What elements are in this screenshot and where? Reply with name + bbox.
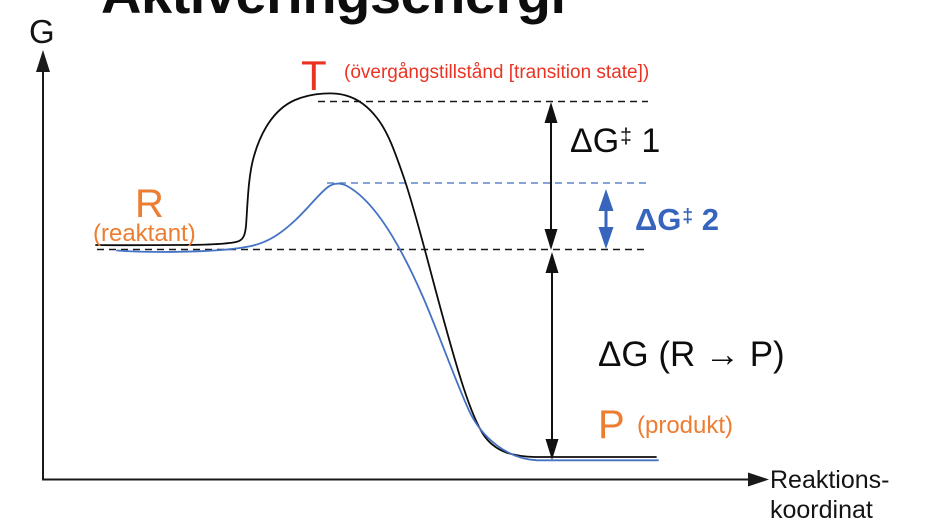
dgrp-arrowhead-down-icon	[545, 439, 559, 460]
dg2-annotation: ΔG‡ 2	[635, 204, 719, 235]
slide-title: Aktiveringsenergi	[101, 0, 566, 22]
double-dagger-icon: ‡	[682, 205, 694, 227]
dg1-number: 1	[631, 122, 661, 160]
x-axis-arrowhead-icon	[748, 472, 769, 487]
dg2-text: ΔG	[635, 202, 682, 237]
dg1-annotation: ΔG‡ 1	[570, 124, 660, 158]
x-axis-label-line2: koordinat	[770, 495, 873, 524]
dg1-text: ΔG	[570, 122, 620, 160]
dg1-arrowhead-up-icon	[544, 102, 558, 123]
dg2-number: 2	[693, 202, 719, 237]
dg2-arrowhead-down-icon	[598, 227, 614, 249]
reactant-description: (reaktant)	[93, 220, 196, 247]
transition-state-symbol: T	[301, 52, 327, 99]
transition-state-description: (övergångstillstånd [transition state])	[344, 62, 650, 83]
energy-curve-blue	[116, 182, 659, 462]
y-axis-arrowhead-icon	[36, 50, 50, 72]
product-description: (produkt)	[637, 412, 734, 439]
product-symbol: P	[598, 403, 625, 447]
double-dagger-icon: ‡	[620, 125, 632, 149]
dgrp-annotation: ΔG (R → P)	[598, 335, 785, 374]
x-axis-label: Reaktions- koordinat	[770, 466, 890, 524]
x-axis-label-line1: Reaktions-	[770, 466, 890, 494]
y-axis-label: G	[29, 13, 55, 50]
energy-curve-black	[95, 92, 657, 458]
dg2-arrowhead-up-icon	[598, 189, 614, 211]
reactant-symbol: R	[135, 182, 164, 226]
dgrp-arrowhead-up-icon	[545, 252, 559, 273]
dg1-arrowhead-down-icon	[544, 229, 558, 250]
